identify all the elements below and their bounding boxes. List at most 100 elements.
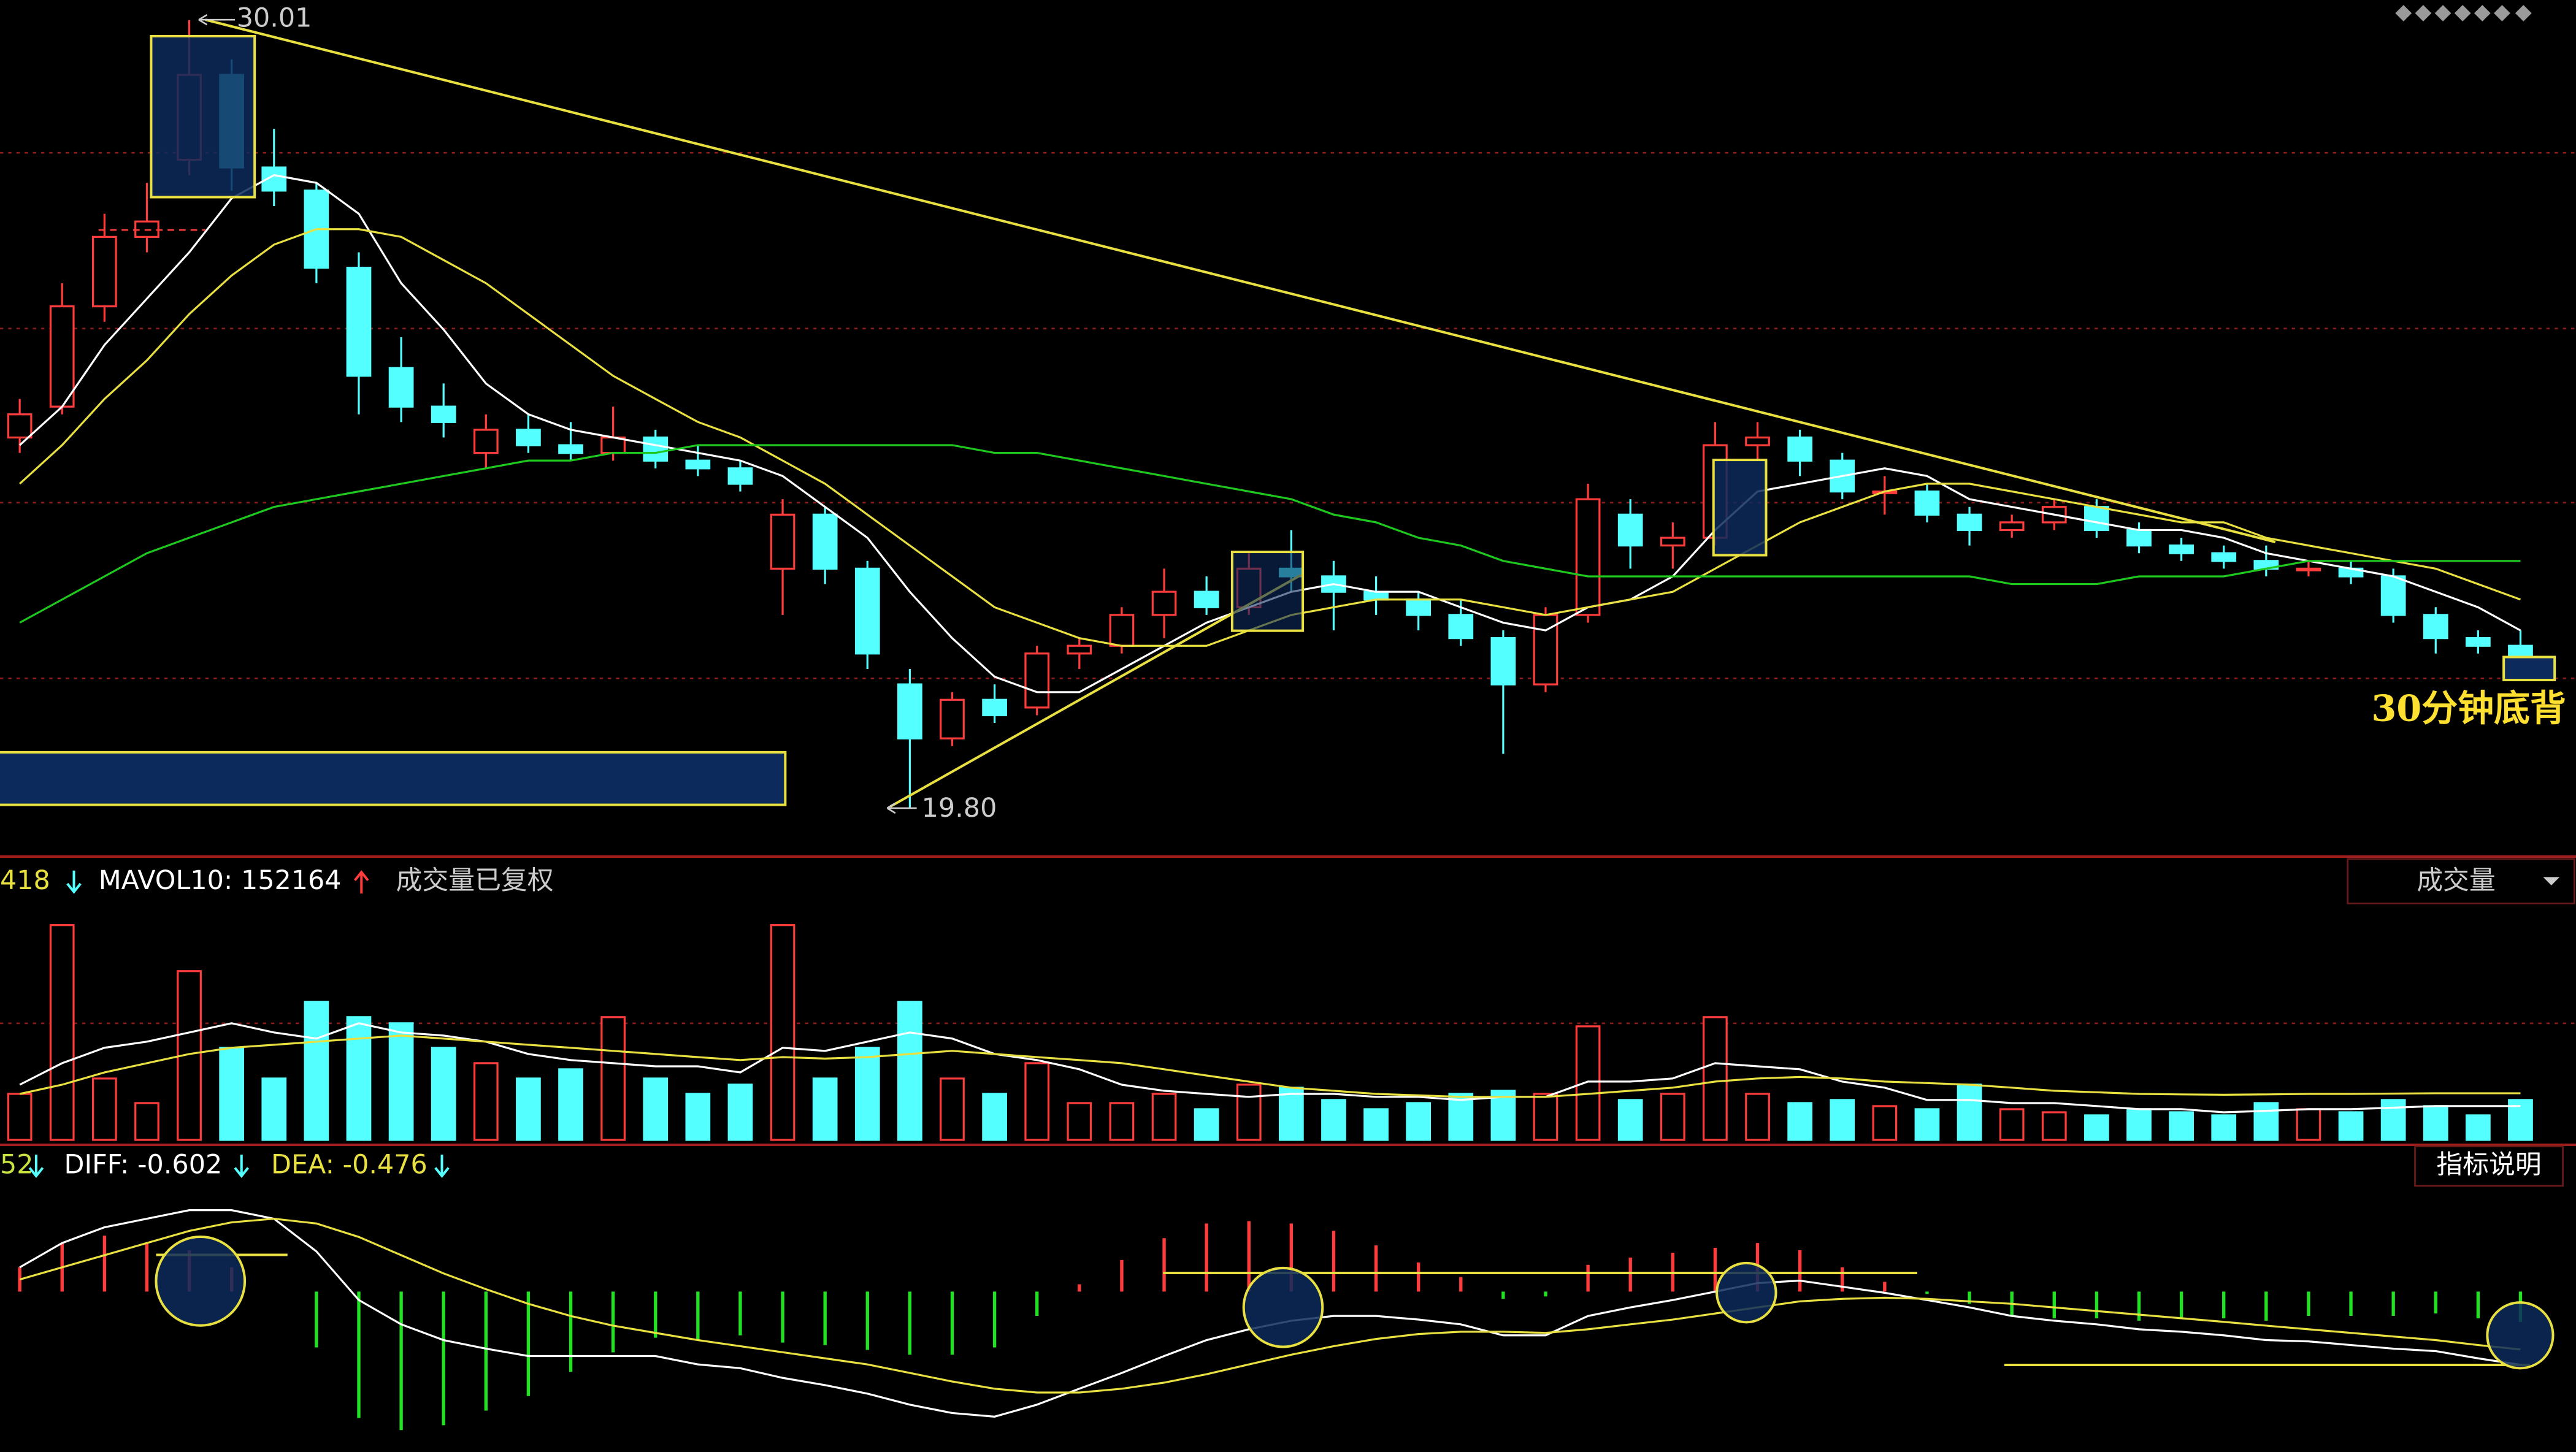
indicator-select[interactable] — [2347, 858, 2575, 904]
indicator-select-label[interactable]: 成交量 — [2417, 865, 2496, 896]
high-label: 30.01 — [237, 3, 312, 34]
annotations — [0, 14, 2556, 1370]
volume-bar — [2380, 1099, 2406, 1141]
candle-body — [346, 267, 372, 377]
volume-bar — [516, 1077, 541, 1141]
trend-line — [205, 18, 2276, 543]
help-button-label[interactable]: 指标说明 — [2436, 1149, 2541, 1180]
mavol10-value: MAVOL10: 152164 — [99, 865, 342, 896]
candle-body — [431, 405, 456, 423]
volume-bar — [1787, 1102, 1812, 1141]
highlight-bar — [0, 751, 787, 806]
low-label: 19.80 — [922, 793, 997, 823]
volume-bar — [388, 1022, 414, 1141]
highlight-circle — [1242, 1266, 1324, 1348]
volume-bar — [2084, 1114, 2109, 1141]
volume-bar — [1575, 1025, 1601, 1141]
highlight-box — [150, 34, 256, 199]
volume-bar — [2169, 1111, 2194, 1141]
volume-bar — [812, 1077, 838, 1141]
volume-bar — [1872, 1105, 1898, 1141]
volume-bar — [2041, 1111, 2067, 1141]
up-arrow — [354, 870, 369, 894]
candle-body — [2169, 544, 2194, 554]
volume-bar — [1660, 1093, 1685, 1141]
volume-bar — [600, 1016, 626, 1141]
highlight-box — [1230, 551, 1305, 632]
volume-bar — [1957, 1083, 1982, 1141]
candle-body — [854, 567, 880, 655]
highlight-box — [1712, 459, 1768, 557]
volume-bar — [2338, 1111, 2364, 1141]
highlight-circle — [1715, 1261, 1777, 1324]
candle-body — [388, 367, 414, 408]
pointer-arrow — [198, 14, 236, 26]
down-arrow — [66, 870, 82, 894]
volume-bar — [1279, 1087, 1304, 1141]
down-arrow — [28, 1155, 44, 1179]
volume-note: 成交量已复权 — [396, 865, 554, 896]
candle-body — [1406, 598, 1432, 616]
volume-bar — [1999, 1108, 2025, 1141]
volume-bar — [1151, 1093, 1177, 1141]
volume-bar — [854, 1047, 880, 1141]
down-arrow — [234, 1155, 250, 1179]
candle-body — [1067, 644, 1092, 655]
volume-bar — [1448, 1093, 1474, 1141]
candle-body — [1787, 436, 1812, 462]
highlight-circle — [155, 1236, 247, 1327]
mavol5-value: 418 — [0, 865, 50, 896]
volume-bar — [558, 1068, 583, 1141]
down-arrow — [434, 1155, 450, 1179]
candle-body — [2084, 506, 2109, 532]
candle-body — [940, 698, 965, 739]
candle-body — [2296, 567, 2321, 571]
candle-body — [2211, 552, 2237, 562]
volume-bar — [2211, 1114, 2237, 1141]
volume-bar — [2126, 1108, 2152, 1141]
volume-bar — [1236, 1083, 1262, 1141]
indicator-line — [19, 1217, 2521, 1394]
price-grid — [0, 151, 2576, 1025]
highlight-circle — [2486, 1301, 2555, 1370]
candle-body — [1194, 590, 1219, 608]
volume-bar — [473, 1062, 499, 1141]
candle-body — [1024, 652, 1050, 709]
candle-body — [1490, 637, 1516, 686]
candle-body — [2423, 614, 2448, 640]
candle-body — [1617, 513, 1643, 547]
candle-body — [1448, 614, 1474, 640]
volume-bar — [685, 1093, 711, 1141]
dea-value: DEA: -0.476 — [271, 1149, 427, 1180]
indicator-line — [19, 444, 2521, 624]
candle-body — [49, 305, 75, 408]
volume-bar — [2466, 1114, 2491, 1141]
volume-bar — [1024, 1062, 1050, 1141]
pointer-arrow — [886, 802, 917, 814]
candle-body — [2466, 637, 2491, 647]
highlight-box — [2502, 655, 2556, 682]
candle-body — [1745, 436, 1770, 446]
volume-bar — [1830, 1099, 1855, 1141]
volume-bar — [431, 1047, 456, 1141]
toolbar-icons[interactable] — [2395, 5, 2532, 21]
candle-body — [1914, 490, 1940, 516]
volume-bar — [2296, 1108, 2321, 1141]
dropdown-arrow[interactable] — [2543, 877, 2560, 885]
candle-body — [1363, 590, 1389, 601]
volume-bar — [1745, 1093, 1770, 1141]
volume-bar — [1363, 1108, 1389, 1141]
candle-body — [558, 444, 583, 454]
candle-body — [7, 413, 33, 439]
help-button[interactable] — [2414, 1145, 2564, 1187]
volume-bar — [134, 1102, 159, 1141]
volume-bar — [1109, 1102, 1135, 1141]
candle-body — [897, 683, 922, 739]
volume-bar — [940, 1077, 965, 1141]
volume-bar — [1406, 1102, 1432, 1141]
volume-bar — [346, 1016, 372, 1141]
volume-bar — [643, 1077, 669, 1141]
candle-body — [516, 429, 541, 446]
